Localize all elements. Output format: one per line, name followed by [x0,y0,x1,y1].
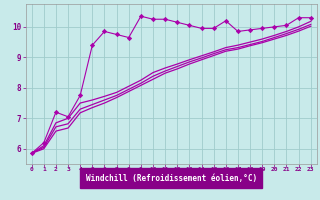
X-axis label: Windchill (Refroidissement éolien,°C): Windchill (Refroidissement éolien,°C) [86,174,257,183]
